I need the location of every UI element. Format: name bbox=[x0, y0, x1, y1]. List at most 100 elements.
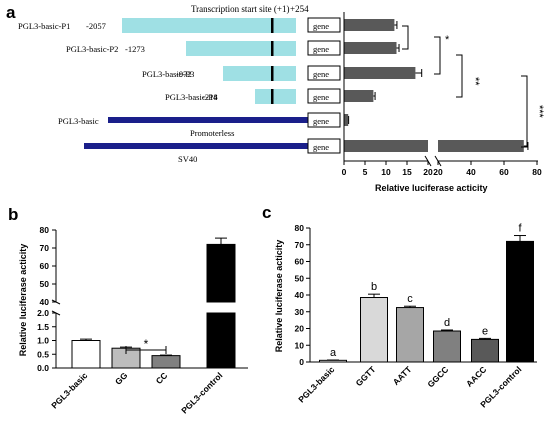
gene-box bbox=[307, 138, 341, 154]
construct-start: -972 bbox=[176, 69, 192, 79]
construct-name: PGL3-basic-P2 bbox=[66, 44, 118, 54]
bar bbox=[471, 338, 499, 363]
sig-bracket bbox=[402, 25, 409, 50]
y-axis-label: Relative luciferase acticity bbox=[274, 240, 284, 353]
gene-label: gene bbox=[313, 69, 329, 79]
y-tick-label: 70 bbox=[295, 240, 305, 250]
gene-label: gene bbox=[313, 92, 329, 102]
panel-label-a: a bbox=[6, 3, 16, 22]
construct-name: PGL3-basic-P4 bbox=[165, 92, 218, 102]
group-letter: e bbox=[482, 325, 488, 337]
panel-label-b: b bbox=[8, 205, 18, 224]
gene-box bbox=[307, 17, 341, 33]
y-tick-label: 80 bbox=[295, 223, 305, 233]
tss-marker bbox=[271, 18, 274, 33]
bar bbox=[360, 297, 388, 363]
x-tick-label: GGTT bbox=[354, 364, 378, 388]
y-axis-label: Relative luciferase acticity bbox=[18, 244, 28, 357]
sig-bracket bbox=[521, 75, 528, 148]
tss-header: Transcription start site (+1) bbox=[191, 4, 289, 14]
x-axis-label: Relative luciferase acticity bbox=[375, 183, 488, 193]
y-tick-label: 40 bbox=[40, 297, 50, 307]
construct-note: SV40 bbox=[178, 154, 197, 164]
y-tick-label: 2.0 bbox=[37, 308, 49, 318]
axis-break-gap bbox=[428, 12, 438, 161]
x-tick-label: 15 bbox=[402, 167, 412, 177]
gene-label: gene bbox=[313, 116, 329, 126]
gene-box bbox=[307, 65, 341, 81]
y-tick-label: 30 bbox=[295, 307, 305, 317]
bar bbox=[433, 330, 461, 363]
x-tick-label: GGCC bbox=[425, 364, 450, 389]
y-tick-label: 0.5 bbox=[37, 349, 49, 359]
gene-label: gene bbox=[313, 44, 329, 54]
promoter-fragment bbox=[223, 66, 296, 81]
luciferase-bar bbox=[344, 67, 416, 79]
tss-marker bbox=[271, 89, 274, 104]
luciferase-bar bbox=[344, 114, 349, 126]
luciferase-bar bbox=[344, 19, 395, 31]
bar bbox=[506, 240, 534, 363]
luciferase-bar bbox=[344, 90, 374, 102]
vector-line bbox=[84, 143, 308, 149]
gene-box bbox=[307, 40, 341, 56]
promoter-fragment bbox=[122, 18, 296, 33]
gene-box bbox=[307, 88, 341, 104]
sig-marker: *** bbox=[533, 105, 545, 119]
bar bbox=[206, 243, 236, 303]
gene-label: gene bbox=[313, 21, 329, 31]
x-tick-label: 60 bbox=[499, 167, 509, 177]
x-tick-label: AATT bbox=[391, 364, 414, 387]
y-tick-label: 1.5 bbox=[37, 322, 49, 332]
y-tick-label: 10 bbox=[295, 340, 305, 350]
group-letter: f bbox=[518, 223, 522, 235]
y-tick-label: 40 bbox=[295, 290, 305, 300]
sig-bracket bbox=[456, 54, 463, 98]
y-tick-label: 80 bbox=[40, 225, 50, 235]
gene-box bbox=[307, 112, 341, 128]
construct-start: -1273 bbox=[125, 44, 145, 54]
panel-label-c: c bbox=[262, 203, 271, 222]
bar bbox=[396, 307, 424, 363]
x-tick-label: 0 bbox=[342, 167, 347, 177]
construct-start: -2057 bbox=[86, 21, 106, 31]
group-letter: a bbox=[330, 347, 337, 359]
y-tick-label: 20 bbox=[295, 324, 305, 334]
group-letter: d bbox=[444, 317, 450, 329]
x-tick-label: PGL3-control bbox=[179, 370, 224, 415]
panel-a: a Transcription start site (+1) +254 PGL3-b… bbox=[6, 3, 545, 193]
x-tick-label: 20 bbox=[423, 167, 433, 177]
construct-start: -218 bbox=[202, 92, 218, 102]
x-tick-label: PGL3-basic bbox=[296, 364, 336, 404]
sig-marker: ** bbox=[469, 77, 481, 86]
bar bbox=[71, 340, 101, 369]
x-tick-label: 20 bbox=[433, 167, 443, 177]
panel-b: b 0.0 0.5 1.0 1.5 2.040 50 60 70 80 Relative lucif… bbox=[8, 205, 248, 415]
x-tick-label: 80 bbox=[532, 167, 542, 177]
x-tick-label: AACC bbox=[464, 364, 488, 388]
y-tick-label: 1.0 bbox=[37, 336, 49, 346]
bar bbox=[151, 355, 181, 369]
construct-name: PGL3-basic-P1 bbox=[18, 21, 70, 31]
x-tick-label: PGL3-basic bbox=[49, 370, 89, 410]
y-tick-label: 60 bbox=[295, 257, 305, 267]
vector-line bbox=[108, 117, 308, 123]
promoter-fragment bbox=[255, 89, 296, 104]
construct-note: Promoterless bbox=[190, 128, 234, 138]
x-tick-label: GG bbox=[113, 370, 130, 387]
bar bbox=[319, 359, 347, 363]
tss-end-label: +254 bbox=[290, 4, 309, 14]
sig-bracket bbox=[434, 36, 441, 75]
tss-marker bbox=[271, 41, 274, 56]
panel-c: c 0 10 20 30 40 50 60 70 80 Relative luciferase ac… bbox=[262, 203, 537, 409]
gene-label: gene bbox=[313, 142, 329, 152]
x-tick-label: 40 bbox=[466, 167, 476, 177]
x-tick-label: CC bbox=[154, 370, 170, 386]
construct-name: PGL3-basic-P3 bbox=[142, 69, 194, 79]
bar-lower-segment bbox=[206, 312, 236, 369]
y-tick-label: 0.0 bbox=[37, 363, 49, 373]
sig-marker: * bbox=[445, 34, 450, 46]
x-tick-label: 5 bbox=[363, 167, 368, 177]
y-tick-label: 0 bbox=[299, 357, 304, 367]
y-tick-label: 50 bbox=[295, 273, 305, 283]
